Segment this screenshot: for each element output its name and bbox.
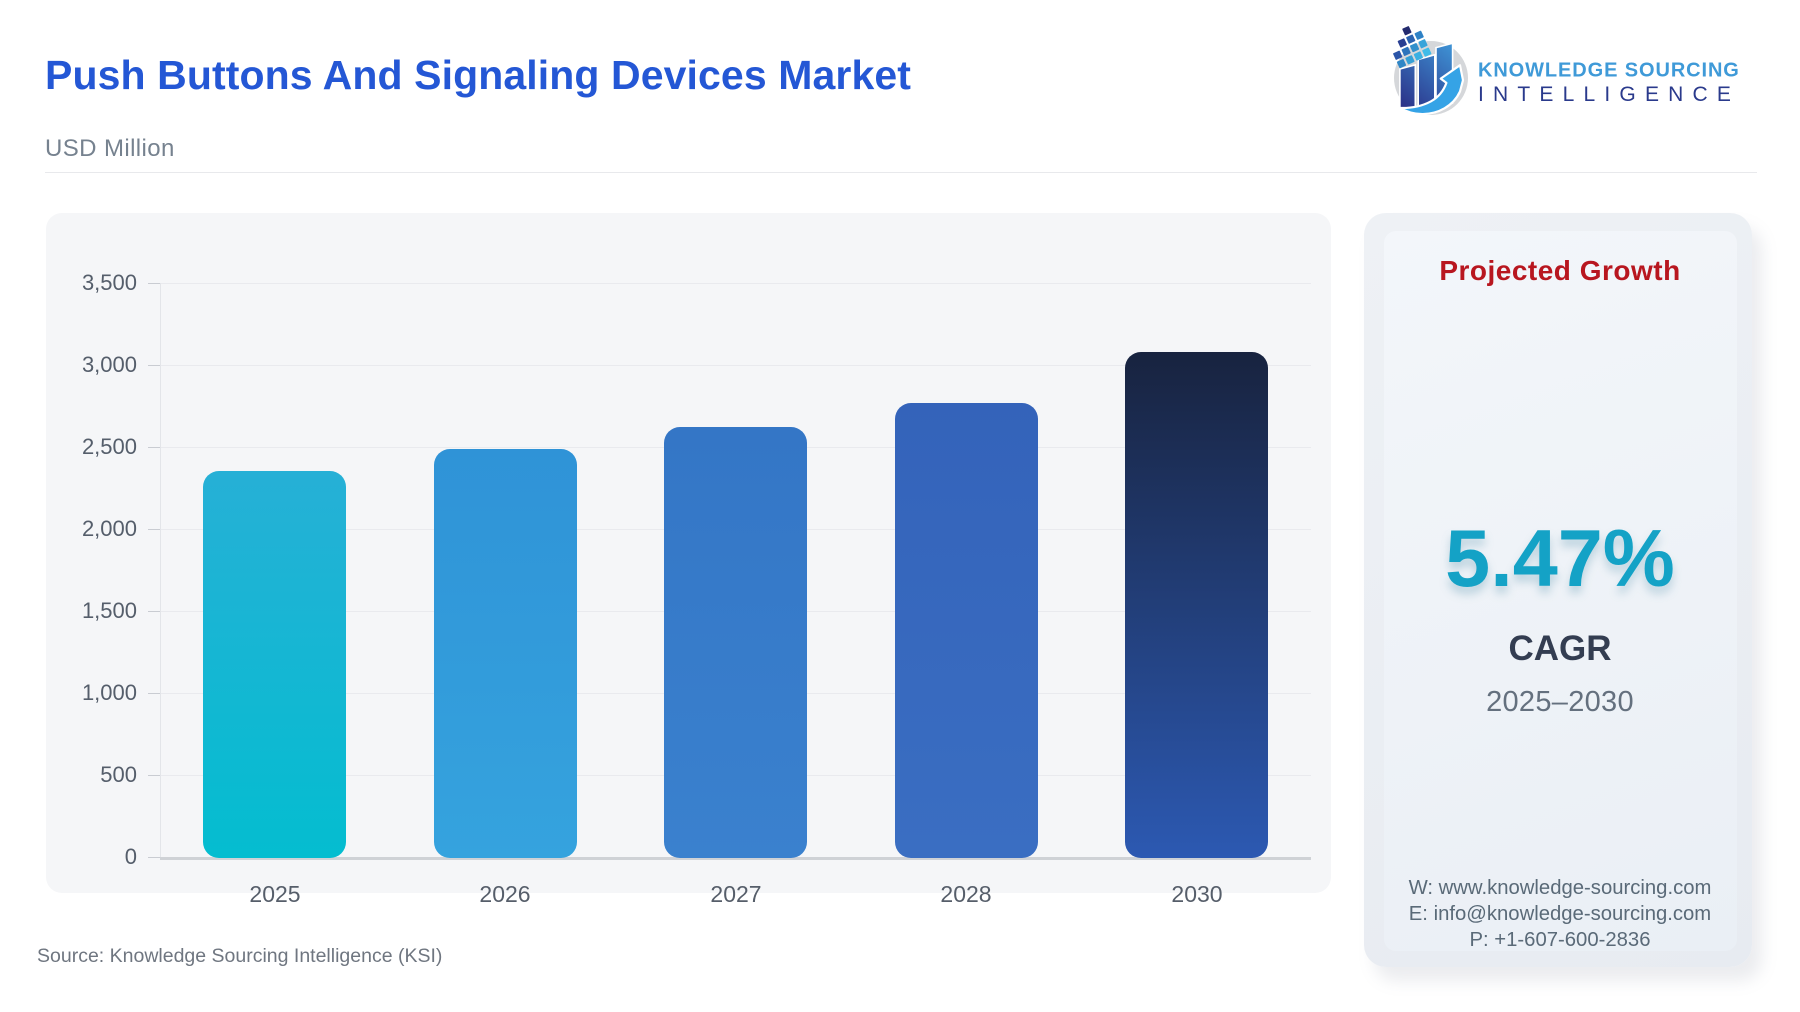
svg-text:INTELLIGENCE: INTELLIGENCE: [1478, 83, 1740, 106]
svg-text:KNOWLEDGE SOURCING: KNOWLEDGE SOURCING: [1478, 60, 1740, 82]
